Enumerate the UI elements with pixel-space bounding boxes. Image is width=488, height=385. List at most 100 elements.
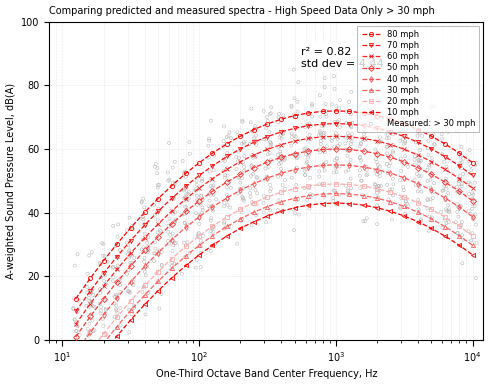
40 mph (386, 171, 392, 176)
Measured: > 30 mph: (15.7, 26.5): > 30 mph: (15.7, 26.5) (85, 253, 93, 259)
40 mph (291, 167, 297, 172)
Measured: > 30 mph: (197, 51.1): > 30 mph: (197, 51.1) (235, 174, 243, 181)
Measured: > 30 mph: (213, 54.4): > 30 mph: (213, 54.4) (240, 164, 247, 170)
Measured: > 30 mph: (32, 24.2): > 30 mph: (32, 24.2) (127, 259, 135, 266)
Measured: > 30 mph: (25.6, 25.9): > 30 mph: (25.6, 25.9) (114, 254, 122, 260)
50 mph (196, 199, 202, 203)
40 mph (427, 188, 433, 192)
Measured: > 30 mph: (127, 48.5): > 30 mph: (127, 48.5) (209, 182, 217, 189)
Measured: > 30 mph: (31.5, 26.8): > 30 mph: (31.5, 26.8) (126, 251, 134, 258)
Measured: > 30 mph: (60.5, 50.4): > 30 mph: (60.5, 50.4) (165, 177, 173, 183)
Measured: > 30 mph: (1.17e+03, 63.7): > 30 mph: (1.17e+03, 63.7) (341, 134, 348, 140)
Measured: > 30 mph: (117, 61): > 30 mph: (117, 61) (204, 143, 212, 149)
Measured: > 30 mph: (9.53e+03, 59.7): > 30 mph: (9.53e+03, 59.7) (465, 147, 473, 153)
Measured: > 30 mph: (375, 40.7): > 30 mph: (375, 40.7) (273, 207, 281, 213)
Measured: > 30 mph: (95.9, 25): > 30 mph: (95.9, 25) (192, 257, 200, 263)
Measured: > 30 mph: (317, 68.8): > 30 mph: (317, 68.8) (263, 118, 271, 124)
10 mph (441, 234, 447, 238)
Measured: > 30 mph: (1.24e+03, 53.3): > 30 mph: (1.24e+03, 53.3) (344, 167, 352, 173)
Measured: > 30 mph: (764, 76.9): > 30 mph: (764, 76.9) (315, 92, 323, 99)
80 mph (414, 127, 420, 132)
Measured: > 30 mph: (409, 57.5): > 30 mph: (409, 57.5) (278, 154, 286, 160)
Measured: > 30 mph: (252, 63.4): > 30 mph: (252, 63.4) (249, 135, 257, 141)
Measured: > 30 mph: (2.95e+03, 41.3): > 30 mph: (2.95e+03, 41.3) (395, 206, 403, 212)
Measured: > 30 mph: (9.35e+03, 34.1): > 30 mph: (9.35e+03, 34.1) (464, 228, 471, 234)
Measured: > 30 mph: (63, 23.2): > 30 mph: (63, 23.2) (167, 263, 175, 269)
30 mph (427, 216, 433, 221)
Measured: > 30 mph: (30.7, 2.29): > 30 mph: (30.7, 2.29) (125, 329, 133, 335)
Measured: > 30 mph: (214, 57.8): > 30 mph: (214, 57.8) (240, 153, 248, 159)
Measured: > 30 mph: (330, 48.7): > 30 mph: (330, 48.7) (265, 182, 273, 188)
Measured: > 30 mph: (3.37e+03, 54.4): > 30 mph: (3.37e+03, 54.4) (403, 164, 411, 170)
Measured: > 30 mph: (67.5, 30.5): > 30 mph: (67.5, 30.5) (172, 240, 180, 246)
Measured: > 30 mph: (120, 41.6): > 30 mph: (120, 41.6) (205, 204, 213, 211)
Measured: > 30 mph: (106, 40.9): > 30 mph: (106, 40.9) (199, 207, 206, 213)
30 mph (250, 210, 256, 214)
80 mph (168, 183, 174, 188)
Measured: > 30 mph: (614, 44): > 30 mph: (614, 44) (303, 197, 310, 203)
80 mph (237, 134, 243, 139)
Measured: > 30 mph: (255, 66.5): > 30 mph: (255, 66.5) (250, 125, 258, 131)
Measured: > 30 mph: (65.1, 44.2): > 30 mph: (65.1, 44.2) (169, 196, 177, 203)
Measured: > 30 mph: (53.3, 23.6): > 30 mph: (53.3, 23.6) (158, 262, 165, 268)
Measured: > 30 mph: (2.5e+03, 55.5): > 30 mph: (2.5e+03, 55.5) (386, 160, 393, 166)
Measured: > 30 mph: (150, 60.8): > 30 mph: (150, 60.8) (219, 143, 227, 149)
60 mph (469, 186, 475, 191)
Measured: > 30 mph: (1.59e+03, 37.3): > 30 mph: (1.59e+03, 37.3) (359, 218, 366, 224)
Measured: > 30 mph: (33.3, 9.94): > 30 mph: (33.3, 9.94) (130, 305, 138, 311)
Measured: > 30 mph: (334, 56.5): > 30 mph: (334, 56.5) (266, 157, 274, 163)
Measured: > 30 mph: (495, 70): > 30 mph: (495, 70) (289, 114, 297, 120)
Measured: > 30 mph: (4.16e+03, 56.3): > 30 mph: (4.16e+03, 56.3) (416, 157, 424, 164)
Measured: > 30 mph: (31.3, 26.3): > 30 mph: (31.3, 26.3) (126, 253, 134, 259)
Measured: > 30 mph: (260, 64.3): > 30 mph: (260, 64.3) (252, 132, 260, 139)
Measured: > 30 mph: (414, 64.9): > 30 mph: (414, 64.9) (279, 130, 287, 136)
Measured: > 30 mph: (8.13e+03, 55.7): > 30 mph: (8.13e+03, 55.7) (455, 160, 463, 166)
Measured: > 30 mph: (817, 67.3): > 30 mph: (817, 67.3) (319, 122, 327, 129)
Measured: > 30 mph: (3.97e+03, 46.7): > 30 mph: (3.97e+03, 46.7) (413, 188, 421, 194)
Line: 80 mph: 80 mph (74, 109, 474, 301)
Measured: > 30 mph: (640, 41.3): > 30 mph: (640, 41.3) (305, 206, 313, 212)
Measured: > 30 mph: (23.4, 18.4): > 30 mph: (23.4, 18.4) (109, 278, 117, 285)
Measured: > 30 mph: (12.9, -5.94): > 30 mph: (12.9, -5.94) (74, 355, 81, 362)
70 mph (414, 140, 420, 145)
Measured: > 30 mph: (121, 45.4): > 30 mph: (121, 45.4) (206, 192, 214, 199)
Measured: > 30 mph: (79.8, 51.2): > 30 mph: (79.8, 51.2) (182, 174, 189, 180)
50 mph (168, 221, 174, 226)
50 mph (400, 159, 406, 164)
80 mph (386, 117, 392, 121)
Measured: > 30 mph: (379, 68.5): > 30 mph: (379, 68.5) (274, 119, 282, 125)
Measured: > 30 mph: (160, 45.5): > 30 mph: (160, 45.5) (223, 192, 231, 198)
10 mph (360, 203, 366, 208)
Measured: > 30 mph: (771, 70.2): > 30 mph: (771, 70.2) (316, 114, 324, 120)
Measured: > 30 mph: (153, 37): > 30 mph: (153, 37) (220, 219, 228, 225)
Measured: > 30 mph: (6.38e+03, 41): > 30 mph: (6.38e+03, 41) (441, 206, 449, 213)
20 mph (332, 182, 338, 186)
Measured: > 30 mph: (3.11e+03, 48): > 30 mph: (3.11e+03, 48) (399, 184, 407, 190)
Measured: > 30 mph: (9.44e+03, 45.8): > 30 mph: (9.44e+03, 45.8) (465, 191, 472, 197)
30 mph (441, 224, 447, 229)
60 mph (87, 301, 93, 306)
10 mph (87, 368, 93, 373)
Measured: > 30 mph: (31.4, 24.2): > 30 mph: (31.4, 24.2) (126, 260, 134, 266)
20 mph (346, 182, 351, 187)
Measured: > 30 mph: (334, 71.2): > 30 mph: (334, 71.2) (266, 110, 274, 116)
Y-axis label: A-weighted Sound Pressure Level, dB(A): A-weighted Sound Pressure Level, dB(A) (5, 83, 16, 279)
Measured: > 30 mph: (936, 62.6): > 30 mph: (936, 62.6) (327, 138, 335, 144)
Measured: > 30 mph: (3.09e+03, 44.6): > 30 mph: (3.09e+03, 44.6) (398, 195, 406, 201)
Measured: > 30 mph: (265, 46.1): > 30 mph: (265, 46.1) (253, 190, 261, 196)
Measured: > 30 mph: (18.8, 11.3): > 30 mph: (18.8, 11.3) (96, 301, 103, 307)
Measured: > 30 mph: (100, 38.3): > 30 mph: (100, 38.3) (195, 215, 203, 221)
Measured: > 30 mph: (166, 35.6): > 30 mph: (166, 35.6) (225, 223, 233, 229)
Measured: > 30 mph: (937, 63.5): > 30 mph: (937, 63.5) (327, 135, 335, 141)
Measured: > 30 mph: (4.71e+03, 60.3): > 30 mph: (4.71e+03, 60.3) (423, 145, 431, 151)
Measured: > 30 mph: (94.4, 47.4): > 30 mph: (94.4, 47.4) (191, 186, 199, 192)
Measured: > 30 mph: (6.62e+03, 42.4): > 30 mph: (6.62e+03, 42.4) (443, 202, 451, 208)
Measured: > 30 mph: (17.1, 2.94): > 30 mph: (17.1, 2.94) (90, 327, 98, 333)
Measured: > 30 mph: (641, 68): > 30 mph: (641, 68) (305, 121, 313, 127)
Measured: > 30 mph: (187, 57.5): > 30 mph: (187, 57.5) (232, 154, 240, 160)
70 mph (469, 173, 475, 178)
Measured: > 30 mph: (1.03e+03, 68.5): > 30 mph: (1.03e+03, 68.5) (333, 119, 341, 125)
30 mph (183, 254, 188, 258)
Measured: > 30 mph: (812, 64.9): > 30 mph: (812, 64.9) (319, 130, 327, 136)
Measured: > 30 mph: (51.5, 34.4): > 30 mph: (51.5, 34.4) (156, 227, 163, 233)
